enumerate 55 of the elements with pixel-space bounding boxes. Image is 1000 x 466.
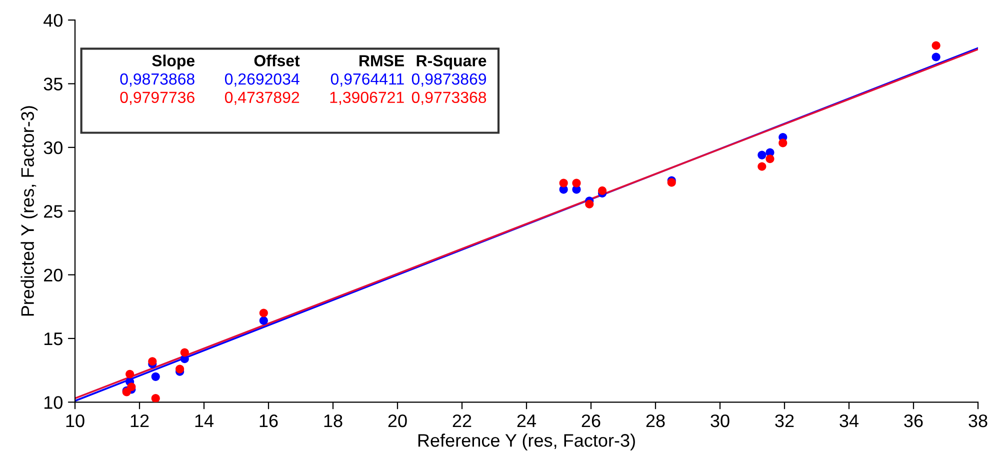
annotation: 0,9873869 xyxy=(412,73,486,87)
y-tick-label: 35 xyxy=(44,78,62,90)
y-axis-title: Predicted Y (res, Factor-3) xyxy=(20,106,38,316)
y-tick-label: 25 xyxy=(44,205,62,218)
annotation: Slope xyxy=(152,54,195,70)
x-tick-label: 22 xyxy=(452,414,472,428)
point xyxy=(585,200,594,208)
annotation: RMSE xyxy=(360,55,404,66)
annotation: R-Square xyxy=(416,55,486,70)
x-tick-label: 20 xyxy=(388,414,407,428)
x-tick-label: 36 xyxy=(904,414,923,428)
point xyxy=(151,394,160,402)
annotation: 0,9797736 xyxy=(120,92,194,105)
point xyxy=(766,154,774,164)
x-axis-title: Reference Y (res, Factor-3) xyxy=(418,434,635,450)
x-tick-label: 34 xyxy=(840,414,859,428)
x-tick-label: 28 xyxy=(646,414,665,428)
point xyxy=(758,162,766,171)
x-tick-label: 18 xyxy=(324,414,342,428)
point xyxy=(758,150,766,160)
x-tick-label: 10 xyxy=(66,414,84,428)
y-tick-label: 40 xyxy=(44,14,62,27)
x-tick-label: 24 xyxy=(517,414,536,428)
point xyxy=(151,372,160,381)
point xyxy=(259,316,268,325)
annotation: Offset xyxy=(254,54,300,66)
x-tick-label: 14 xyxy=(195,414,214,428)
y-tick-label: 30 xyxy=(44,141,62,154)
annotation: 0,4737892 xyxy=(224,92,300,105)
x-tick-label: 16 xyxy=(260,414,278,428)
y-tick-label: 10 xyxy=(44,396,62,409)
point xyxy=(932,52,940,62)
annotation: 1,3906721 xyxy=(330,92,404,105)
annotation: 0,9773368 xyxy=(412,92,486,105)
point xyxy=(126,370,134,378)
x-tick-label: 38 xyxy=(968,414,988,428)
point xyxy=(932,41,940,50)
annotation: 0,9764411 xyxy=(330,73,404,87)
point xyxy=(127,382,136,392)
x-tick-label: 32 xyxy=(775,414,794,428)
point xyxy=(572,178,581,188)
annotation: 0,2692034 xyxy=(224,73,300,87)
point xyxy=(180,348,189,357)
point xyxy=(259,308,268,318)
point xyxy=(778,138,788,148)
x-tick-label: 12 xyxy=(130,414,149,428)
point xyxy=(598,186,607,195)
point xyxy=(148,357,157,366)
x-tick-label: 30 xyxy=(710,414,730,428)
x-tick-label: 26 xyxy=(582,414,600,428)
point xyxy=(176,364,184,374)
y-tick-label: 20 xyxy=(44,268,62,282)
point xyxy=(559,178,568,188)
y-tick-label: 15 xyxy=(44,332,62,346)
annotation: 0,9873868 xyxy=(120,73,194,87)
